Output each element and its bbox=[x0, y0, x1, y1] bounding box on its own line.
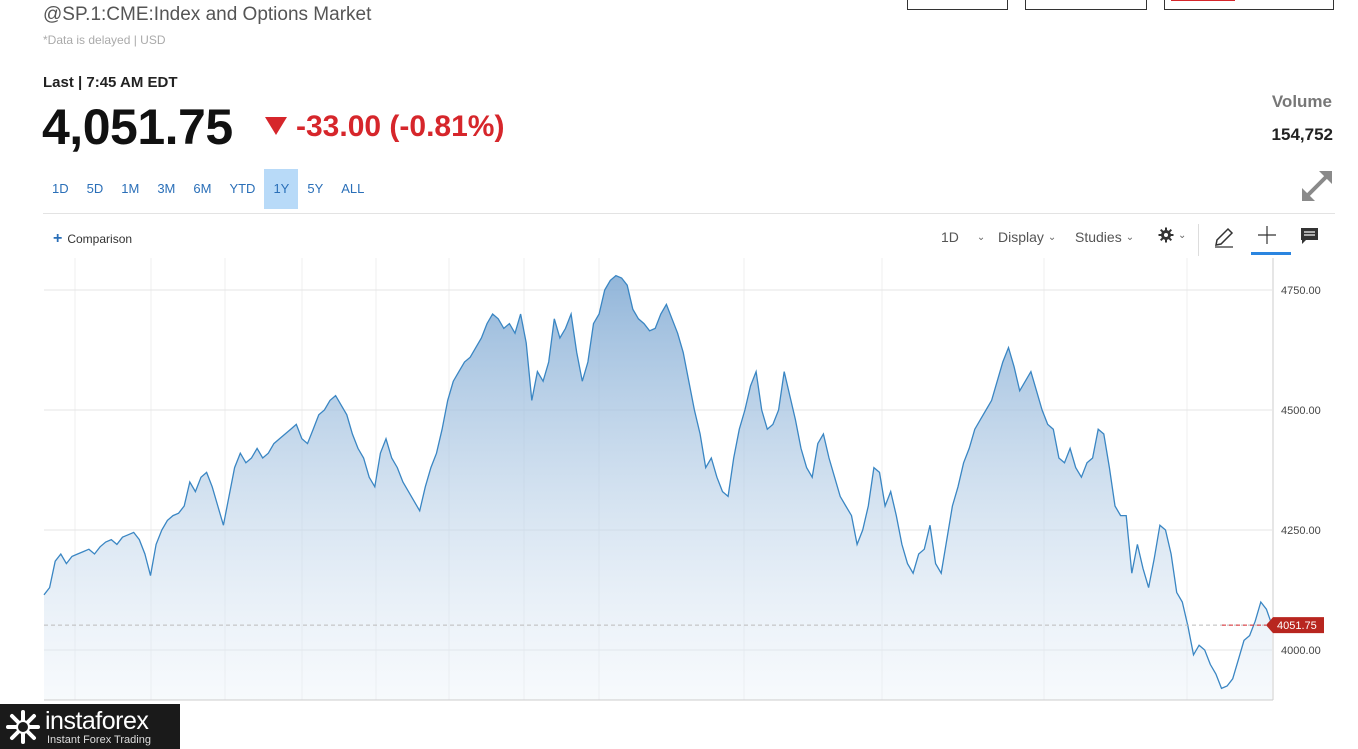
studies-label: Studies bbox=[1075, 229, 1122, 245]
comparison-label: Comparison bbox=[67, 232, 133, 246]
range-ytd[interactable]: YTD bbox=[229, 181, 256, 196]
expand-icon[interactable] bbox=[1299, 168, 1335, 204]
logo-mark-icon bbox=[6, 710, 40, 744]
last-price-marker-label: 4051.75 bbox=[1277, 620, 1317, 632]
y-tick-label: 4000.00 bbox=[1281, 645, 1321, 657]
top-nav-button-2[interactable] bbox=[1025, 0, 1147, 10]
settings-dropdown[interactable]: ⌄ bbox=[1158, 227, 1186, 243]
range-6m[interactable]: 6M bbox=[193, 181, 212, 196]
plus-icon: + bbox=[53, 230, 63, 247]
y-tick-label: 4750.00 bbox=[1281, 285, 1321, 297]
toolbar-separator bbox=[1198, 224, 1199, 256]
comparison-button[interactable]: + Comparison bbox=[53, 230, 132, 248]
y-tick-label: 4500.00 bbox=[1281, 405, 1321, 417]
chevron-down-icon: ⌄ bbox=[1178, 229, 1187, 241]
last-trade-label: Last | 7:45 AM EDT bbox=[43, 74, 178, 91]
crosshair-icon[interactable] bbox=[1257, 224, 1285, 250]
chevron-down-icon: ⌄ bbox=[976, 231, 986, 243]
interval-dropdown[interactable]: 1D ⌄ bbox=[941, 229, 985, 245]
range-3m[interactable]: 3M bbox=[157, 181, 176, 196]
last-price: 4,051.75 bbox=[42, 99, 233, 155]
chevron-down-icon: ⌄ bbox=[1047, 231, 1057, 243]
last-price-marker bbox=[1266, 617, 1324, 634]
studies-dropdown[interactable]: Studies ⌄ bbox=[1075, 229, 1134, 245]
range-5d[interactable]: 5D bbox=[86, 181, 104, 196]
range-1d[interactable]: 1D bbox=[52, 181, 69, 196]
range-selector: 1D 5D 1M 3M 6M YTD 1Y 5Y ALL bbox=[43, 169, 373, 209]
top-nav-button-1[interactable] bbox=[907, 0, 1008, 10]
delayed-note: *Data is delayed | USD bbox=[43, 33, 166, 47]
top-nav-button-3[interactable] bbox=[1164, 0, 1334, 10]
volume-value: 154,752 bbox=[1271, 125, 1333, 144]
top-nav-accent bbox=[1171, 0, 1235, 1]
instaforex-logo: instaforex Instant Forex Trading bbox=[0, 704, 180, 749]
range-1m[interactable]: 1M bbox=[121, 181, 140, 196]
chevron-down-icon: ⌄ bbox=[1125, 231, 1135, 243]
pencil-icon[interactable] bbox=[1210, 224, 1238, 250]
gear-icon bbox=[1158, 227, 1174, 243]
display-dropdown[interactable]: Display ⌄ bbox=[998, 229, 1056, 245]
display-label: Display bbox=[998, 229, 1044, 245]
crosshair-active-indicator bbox=[1251, 252, 1291, 255]
volume-label: Volume bbox=[1271, 92, 1332, 111]
price-line bbox=[43, 274, 1273, 690]
down-arrow-icon bbox=[265, 117, 287, 135]
range-1y[interactable]: 1Y bbox=[264, 169, 299, 209]
price-change: -33.00 (-0.81%) bbox=[296, 110, 505, 143]
header-divider bbox=[43, 213, 1335, 214]
y-tick-label: 4250.00 bbox=[1281, 525, 1321, 537]
comment-icon[interactable] bbox=[1297, 224, 1325, 250]
range-5y[interactable]: 5Y bbox=[307, 181, 324, 196]
price-chart[interactable]: 4750.004500.004250.004000.00JunJulAugSep… bbox=[0, 258, 1358, 703]
price-area bbox=[44, 275, 1272, 700]
page-title: @SP.1:CME:Index and Options Market bbox=[43, 4, 372, 25]
interval-label: 1D bbox=[941, 229, 959, 245]
range-all[interactable]: ALL bbox=[341, 181, 365, 196]
